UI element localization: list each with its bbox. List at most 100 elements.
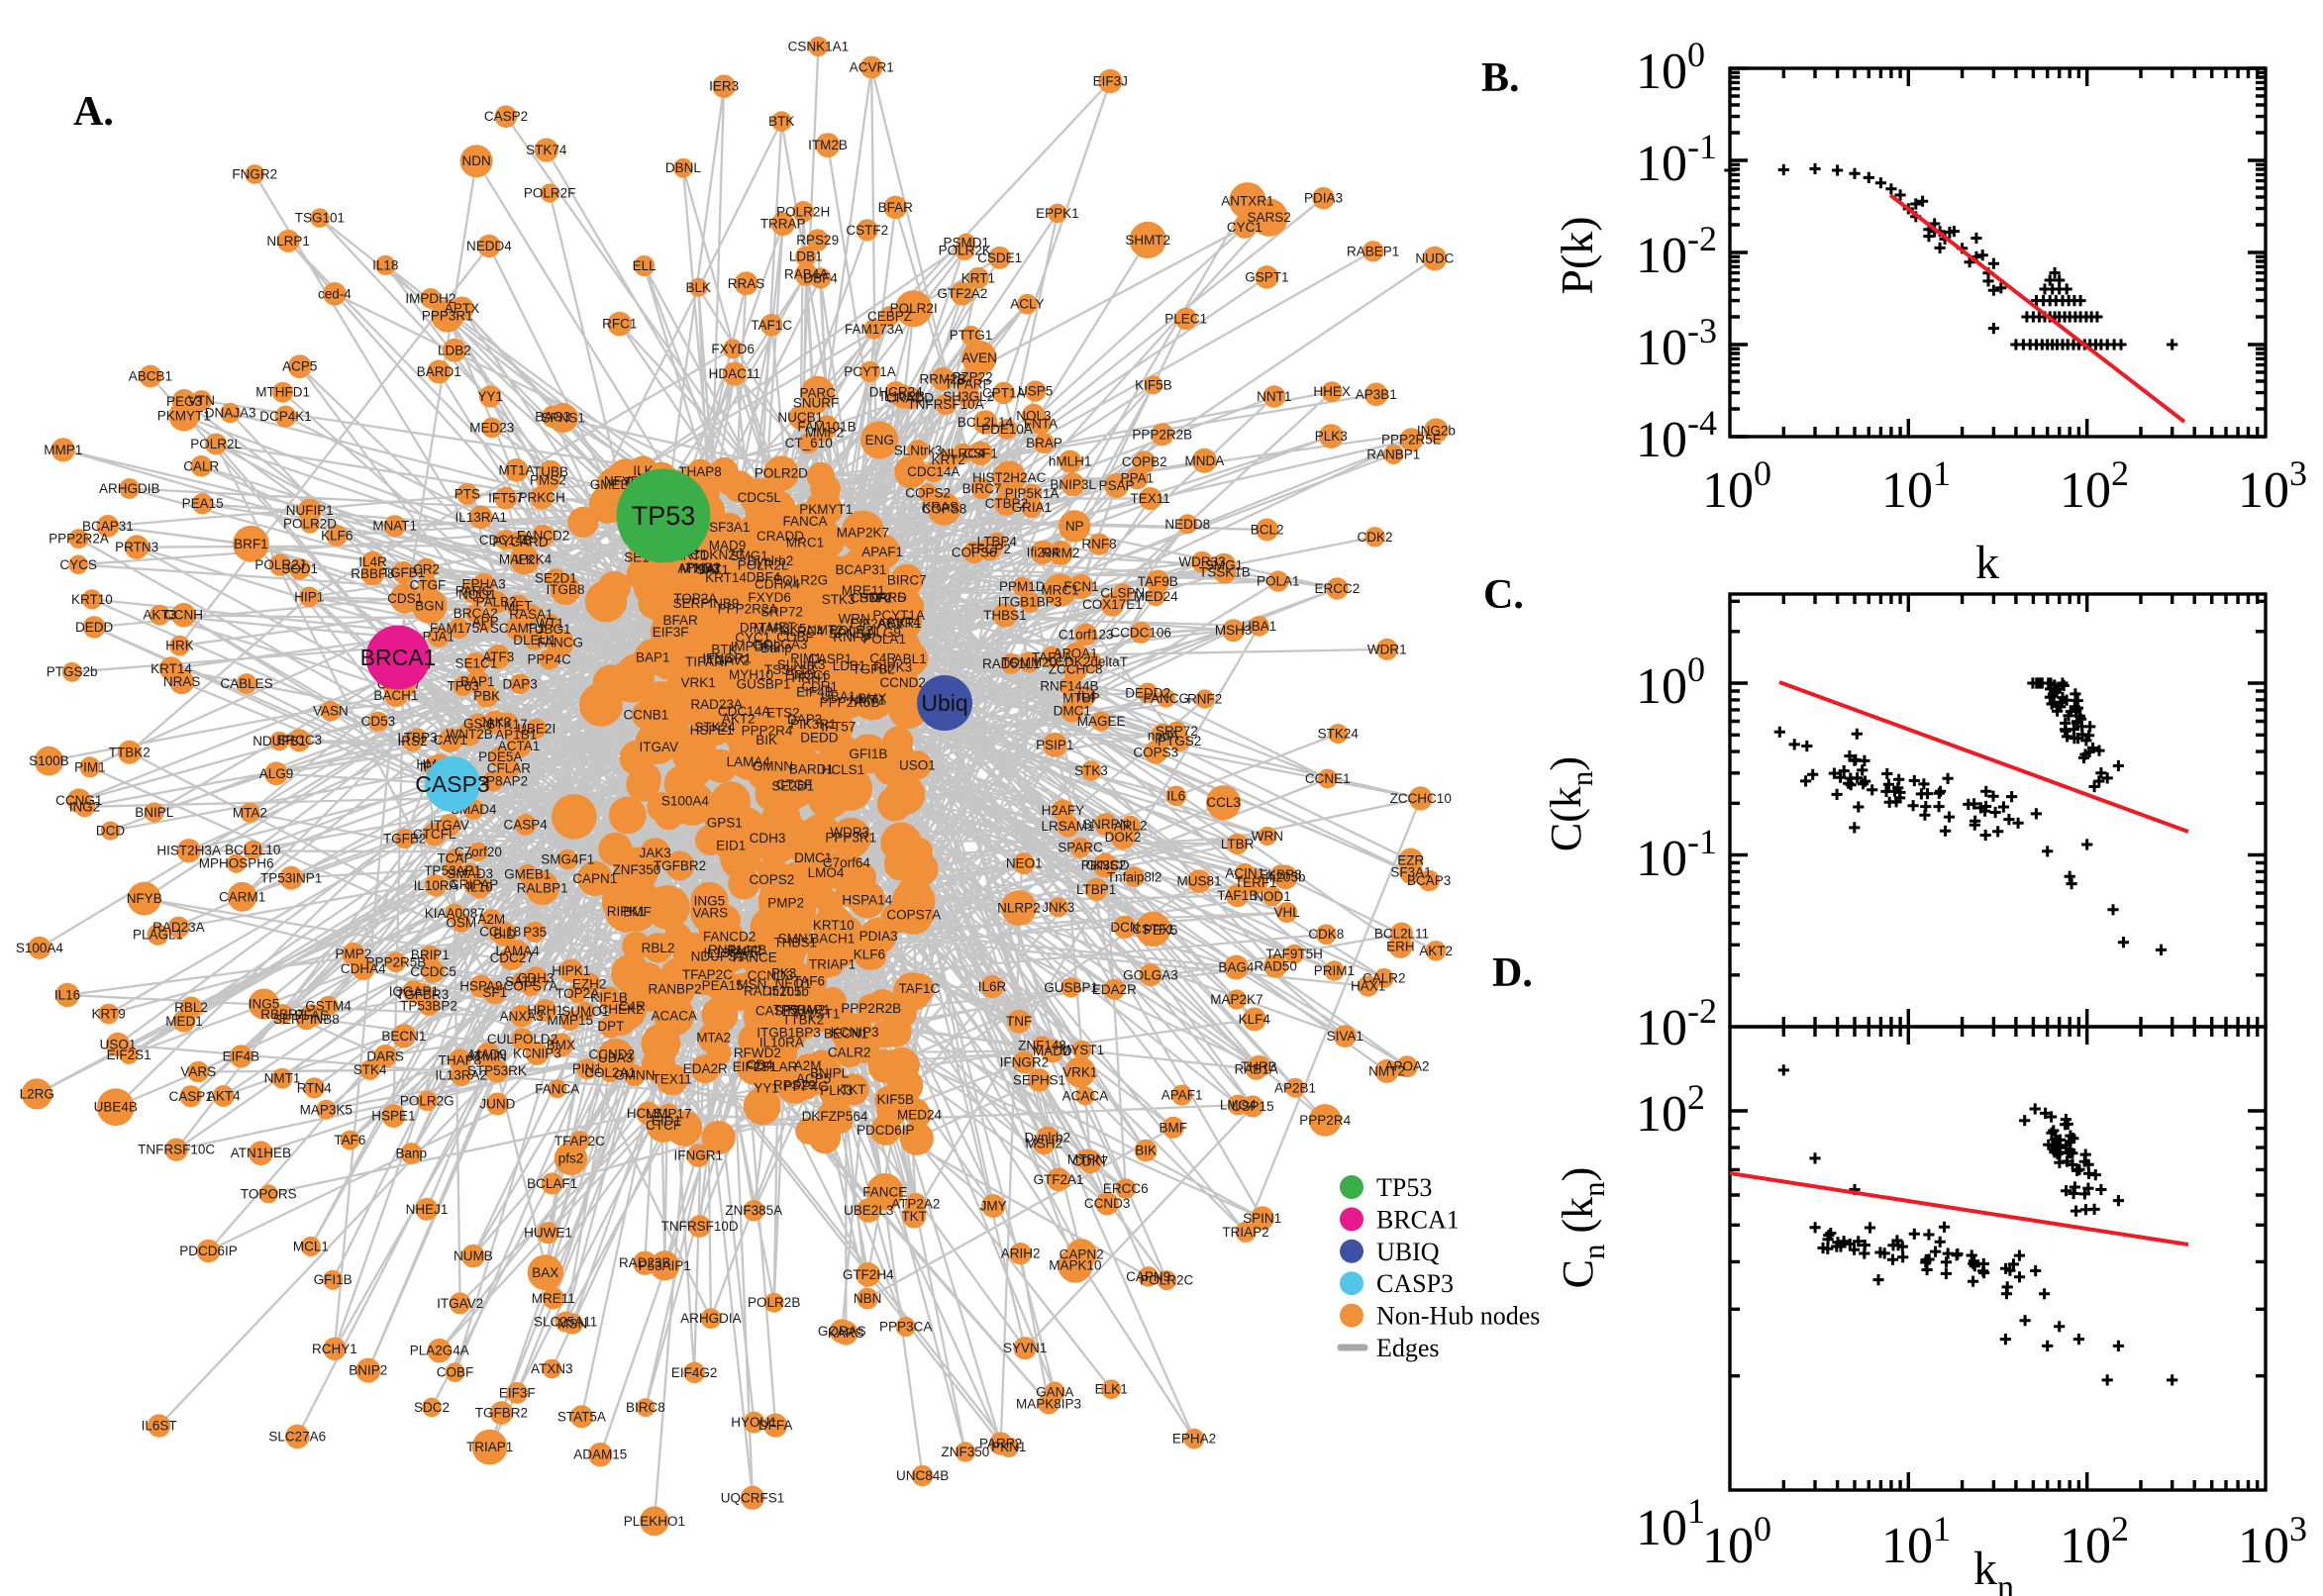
svg-text:AP1B1: AP1B1 [495,728,537,743]
svg-text:BECN1: BECN1 [381,1029,426,1044]
svg-text:IMPDH2: IMPDH2 [731,640,781,654]
svg-text:PJA1: PJA1 [423,630,454,645]
svg-text:IL6: IL6 [1166,788,1185,803]
svg-text:CFLAR: CFLAR [754,1059,798,1074]
svg-text:EIF2S1: EIF2S1 [733,1059,777,1074]
svg-text:RRM2: RRM2 [787,1003,825,1018]
svg-text:JAK3: JAK3 [479,715,511,730]
svg-text:GMEB1: GMEB1 [590,477,637,492]
svg-text:CCND3: CCND3 [1084,1196,1131,1211]
svg-text:COBF: COBF [437,1365,474,1380]
svg-text:CYC1: CYC1 [1227,220,1262,235]
svg-text:COPS2: COPS2 [750,872,795,887]
svg-text:UNC84B: UNC84B [896,1468,949,1483]
svg-text:DMC1: DMC1 [1054,704,1091,719]
svg-text:USP15: USP15 [1232,1099,1274,1114]
svg-text:BRCA1: BRCA1 [360,645,437,670]
svg-text:WT1: WT1 [536,616,564,631]
svg-text:Ubiq: Ubiq [921,690,967,716]
svg-text:TNF: TNF [1006,1014,1032,1029]
svg-text:ACLY: ACLY [1010,297,1044,312]
svg-text:TNFRSF10D: TNFRSF10D [661,1219,739,1234]
svg-text:BIRC8: BIRC8 [626,1400,665,1415]
svg-text:ILK: ILK [515,552,535,567]
svg-text:MAPK8IP3: MAPK8IP3 [1016,1396,1081,1411]
svg-text:ENG: ENG [865,433,894,448]
svg-text:BAP1: BAP1 [636,649,670,664]
svg-text:CAPN1: CAPN1 [572,871,617,886]
svg-text:BRAP: BRAP [1026,436,1062,450]
svg-text:RBBP7: RBBP7 [260,1007,304,1022]
svg-text:GMNN: GMNN [753,758,793,773]
svg-text:PPP2R5B: PPP2R5B [820,695,880,710]
svg-text:GOLGA3: GOLGA3 [753,637,808,651]
svg-text:TP63: TP63 [447,678,478,693]
svg-text:KCNIP3: KCNIP3 [513,1047,561,1061]
svg-text:SLNtrk3: SLNtrk3 [777,657,826,672]
svg-text:CDH1: CDH1 [801,679,838,694]
svg-text:C.: C. [1483,572,1524,618]
svg-text:RAD23B: RAD23B [619,1255,671,1270]
svg-text:DAP3: DAP3 [502,676,537,691]
svg-text:VRK1: VRK1 [1062,1064,1097,1079]
svg-text:JNK3: JNK3 [1042,900,1074,915]
svg-text:MED24: MED24 [897,1108,943,1123]
svg-text:TFCP2: TFCP2 [968,542,1011,556]
svg-text:GORAS: GORAS [818,1324,866,1339]
svg-text:RNF2: RNF2 [1187,692,1222,707]
svg-text:H2AFY: H2AFY [1042,803,1085,818]
svg-text:CASP7: CASP7 [756,1003,799,1018]
svg-text:TAF9B: TAF9B [1138,574,1178,589]
svg-text:POLR2L: POLR2L [190,437,242,451]
svg-text:FANCE: FANCE [862,1184,907,1199]
svg-text:MTA2: MTA2 [233,805,267,820]
svg-text:SDC2: SDC2 [414,1400,450,1415]
svg-text:ABL1: ABL1 [894,651,927,666]
svg-text:DARS: DARS [869,590,907,605]
svg-text:TUBB: TUBB [533,464,568,479]
svg-text:PK3: PK3 [771,965,797,980]
svg-text:ING2: ING2 [69,799,101,814]
svg-text:NUFIP1: NUFIP1 [286,503,334,518]
svg-text:A2M: A2M [477,912,505,927]
svg-text:RAD51L1: RAD51L1 [982,656,1041,671]
svg-text:SE2D1: SE2D1 [771,779,814,794]
svg-text:CRADD: CRADD [757,529,804,544]
svg-text:HSPA14: HSPA14 [842,892,892,907]
svg-text:CDC14A: CDC14A [718,704,770,719]
svg-text:IL10: IL10 [466,880,492,895]
svg-text:MTA2: MTA2 [696,1031,731,1046]
svg-text:STAT5A: STAT5A [557,1409,606,1424]
svg-text:LRSAM1: LRSAM1 [1041,819,1094,834]
svg-text:CD53: CD53 [361,714,396,729]
svg-text:RNF144B: RNF144B [1040,679,1098,694]
svg-text:HRK: HRK [165,639,194,653]
svg-text:EIF4B: EIF4B [796,685,834,700]
svg-text:SAT1: SAT1 [696,562,729,577]
svg-text:BACH1: BACH1 [810,931,855,946]
svg-text:CCNE1: CCNE1 [1305,771,1351,786]
svg-text:EPHA3: EPHA3 [462,577,506,592]
svg-text:APOA2: APOA2 [1384,1059,1429,1074]
svg-text:ETS2: ETS2 [766,705,800,720]
svg-text:ZNF350: ZNF350 [942,1445,990,1459]
svg-text:PEA15: PEA15 [702,978,744,993]
svg-text:KRT14: KRT14 [705,570,747,585]
svg-text:SMG1: SMG1 [1205,558,1243,573]
svg-text:TP53INP1: TP53INP1 [260,870,322,885]
svg-text:DFFA: DFFA [758,1418,793,1433]
svg-text:MMP15: MMP15 [548,1013,594,1028]
svg-text:GTF2A1: GTF2A1 [1033,1172,1083,1187]
svg-text:KRT10: KRT10 [813,918,855,933]
svg-text:VHL: VHL [1273,905,1300,920]
svg-text:IL4: IL4 [1077,689,1096,704]
svg-text:WDR1: WDR1 [1367,642,1407,656]
svg-text:FNTA: FNTA [1024,416,1058,431]
svg-text:PHB2: PHB2 [686,560,721,575]
svg-text:RBBP8: RBBP8 [351,566,394,581]
svg-text:ERH: ERH [1386,940,1415,954]
svg-text:HIPK1: HIPK1 [552,963,590,978]
svg-text:NHEJ1: NHEJ1 [406,1202,449,1217]
svg-text:C4R: C4R [619,999,646,1014]
svg-text:RAB4A: RAB4A [784,267,828,282]
